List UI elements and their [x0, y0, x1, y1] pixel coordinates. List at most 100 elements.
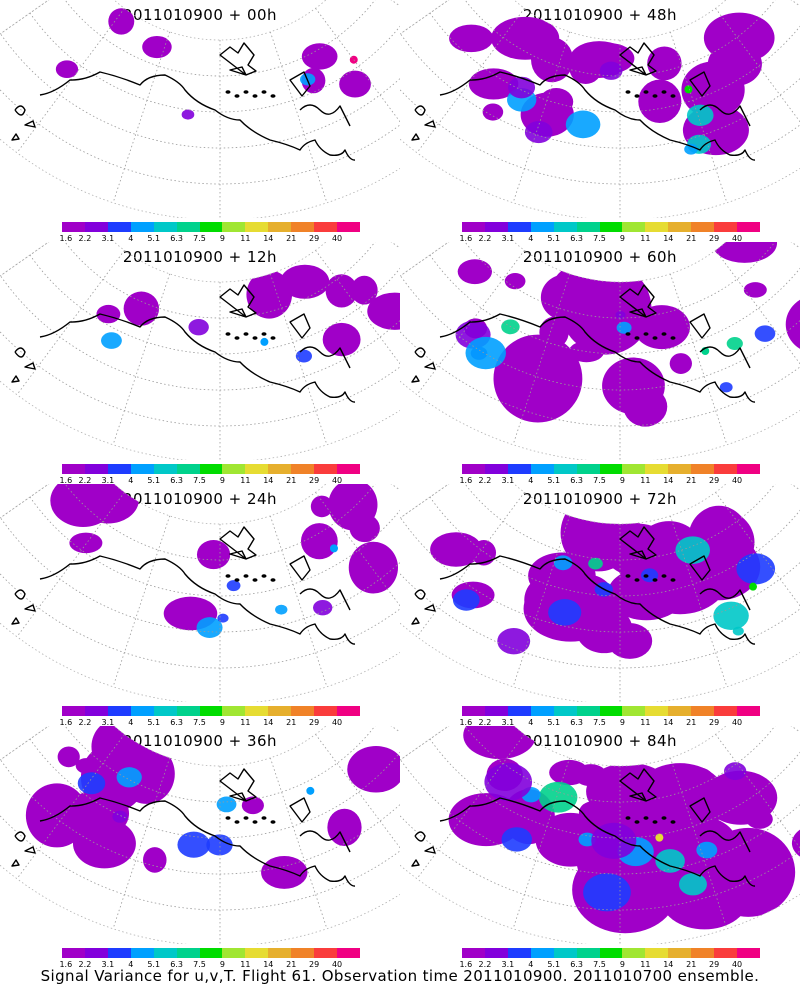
colorbar-label: 9: [219, 234, 225, 243]
colorbar-swatch: [84, 948, 108, 958]
variance-region: [116, 767, 142, 788]
colorbar-label: 21: [686, 718, 697, 727]
variance-region: [449, 24, 494, 53]
colorbar-labels: 1.6 2.2 3.1 4 5.1 6.3 7.5 9 11 14 21 29 40: [59, 960, 360, 970]
colorbar-swatch: [484, 464, 508, 474]
colorbar-swatch: [130, 706, 154, 716]
colorbar-label: 40: [731, 476, 743, 485]
colorbar-label: 21: [286, 960, 297, 969]
variance-region: [143, 847, 167, 873]
variance-region: [188, 319, 209, 336]
colorbar-label: 6.3: [570, 476, 583, 485]
variance-region: [565, 110, 601, 139]
colorbar-swatch: [622, 706, 646, 716]
coastline: [11, 284, 356, 403]
colorbar-swatch: [222, 948, 246, 958]
colorbar-swatch: [599, 948, 623, 958]
colorbar-label: 2.2: [78, 718, 92, 727]
colorbar-swatch: [107, 948, 131, 958]
variance-region: [743, 282, 767, 298]
colorbar-label: 29: [309, 476, 320, 485]
colorbar-swatch: [484, 222, 508, 232]
variance-region: [684, 143, 698, 155]
map-panel: 2011010900 + 36h 1.6 2.2 3.1 4 5.1 6.3 7.5 9 11 14…: [0, 726, 400, 974]
colorbar: [62, 948, 360, 958]
variance-region: [465, 336, 506, 370]
colorbar-swatch: [576, 464, 600, 474]
map-panel: 2011010900 + 84h 1.6 2.2 3.1 4 5.1 6.3 7.5 9 11 14…: [400, 726, 800, 974]
colorbar-swatch: [62, 948, 85, 958]
colorbar-label: 4: [128, 234, 134, 243]
variance-region: [493, 334, 583, 423]
colorbar-swatch: [507, 464, 531, 474]
variance-peak: [684, 85, 693, 94]
polar-map: [0, 484, 400, 702]
variance-region: [538, 781, 578, 813]
colorbar-swatch: [622, 464, 646, 474]
colorbar: [62, 706, 360, 716]
graticule: [400, 726, 800, 944]
colorbar-swatch: [714, 464, 738, 474]
colorbar-label: 21: [686, 476, 697, 485]
colorbar-label: 11: [640, 718, 651, 727]
variance-region: [275, 604, 288, 615]
panel-title: 2011010900 + 24h: [122, 490, 278, 508]
colorbar-swatch: [599, 706, 623, 716]
map-panel: 2011010900 + 48h 1.6 2.2 3.1 4 5.1 6.3 7.5 9 11 14…: [400, 0, 800, 248]
colorbar-swatch: [507, 222, 531, 232]
colorbar-swatch: [314, 464, 338, 474]
panel-title: 2011010900 + 72h: [522, 490, 678, 508]
colorbar-label: 4: [528, 718, 534, 727]
colorbar-label: 40: [331, 476, 343, 485]
colorbar-label: 3.1: [101, 960, 115, 969]
variance-region: [77, 772, 106, 795]
colorbar-label: 9: [219, 718, 225, 727]
colorbar-label: 9: [619, 960, 625, 969]
variance-region: [615, 310, 626, 320]
variance-region: [430, 532, 482, 567]
colorbar-swatch: [222, 706, 246, 716]
variance-region: [588, 557, 603, 570]
colorbar-label: 6.3: [170, 718, 183, 727]
colorbar-label: 14: [663, 718, 674, 727]
colorbar-swatch: [176, 948, 200, 958]
variance-region: [216, 796, 237, 813]
variance-region: [295, 349, 312, 363]
colorbar-labels: 1.6 2.2 3.1 4 5.1 6.3 7.5 9 11 14 21 29 40: [459, 960, 760, 970]
colorbar-swatch: [153, 948, 177, 958]
variance-region: [524, 121, 553, 144]
colorbar-swatch: [622, 222, 646, 232]
colorbar-swatch: [176, 464, 200, 474]
colorbar-swatch: [245, 464, 269, 474]
variance-region: [328, 484, 378, 531]
variance-region: [713, 601, 749, 630]
colorbar-label: 29: [709, 960, 720, 969]
colorbar-swatch: [268, 464, 292, 474]
figure-caption: Signal Variance for u,v,T. Flight 61. Ob…: [40, 967, 760, 985]
colorbar-label: 21: [686, 234, 697, 243]
colorbar-label: 2.2: [478, 960, 492, 969]
colorbar-swatch: [691, 222, 715, 232]
colorbar-swatch: [622, 948, 646, 958]
variance-region: [726, 337, 743, 351]
colorbar-label: 11: [240, 960, 251, 969]
variance-region: [310, 495, 333, 518]
colorbar-swatch: [199, 948, 223, 958]
colorbar-label: 14: [263, 476, 274, 485]
colorbar-swatch: [737, 948, 760, 958]
colorbar-swatch: [107, 706, 131, 716]
colorbar-swatch: [737, 222, 760, 232]
colorbar-label: 5.1: [147, 718, 161, 727]
colorbar-swatch: [337, 948, 360, 958]
colorbar-swatch: [645, 706, 669, 716]
graticule: [0, 484, 400, 702]
colorbar-label: 14: [263, 234, 274, 243]
colorbar-label: 29: [309, 960, 320, 969]
colorbar-label: 11: [640, 960, 651, 969]
colorbar-swatch: [291, 222, 315, 232]
colorbar-swatch: [714, 222, 738, 232]
colorbar-label: 7.5: [193, 960, 206, 969]
colorbar-label: 14: [663, 476, 674, 485]
panel-title: 2011010900 + 60h: [522, 248, 678, 266]
graticule: [400, 484, 800, 702]
